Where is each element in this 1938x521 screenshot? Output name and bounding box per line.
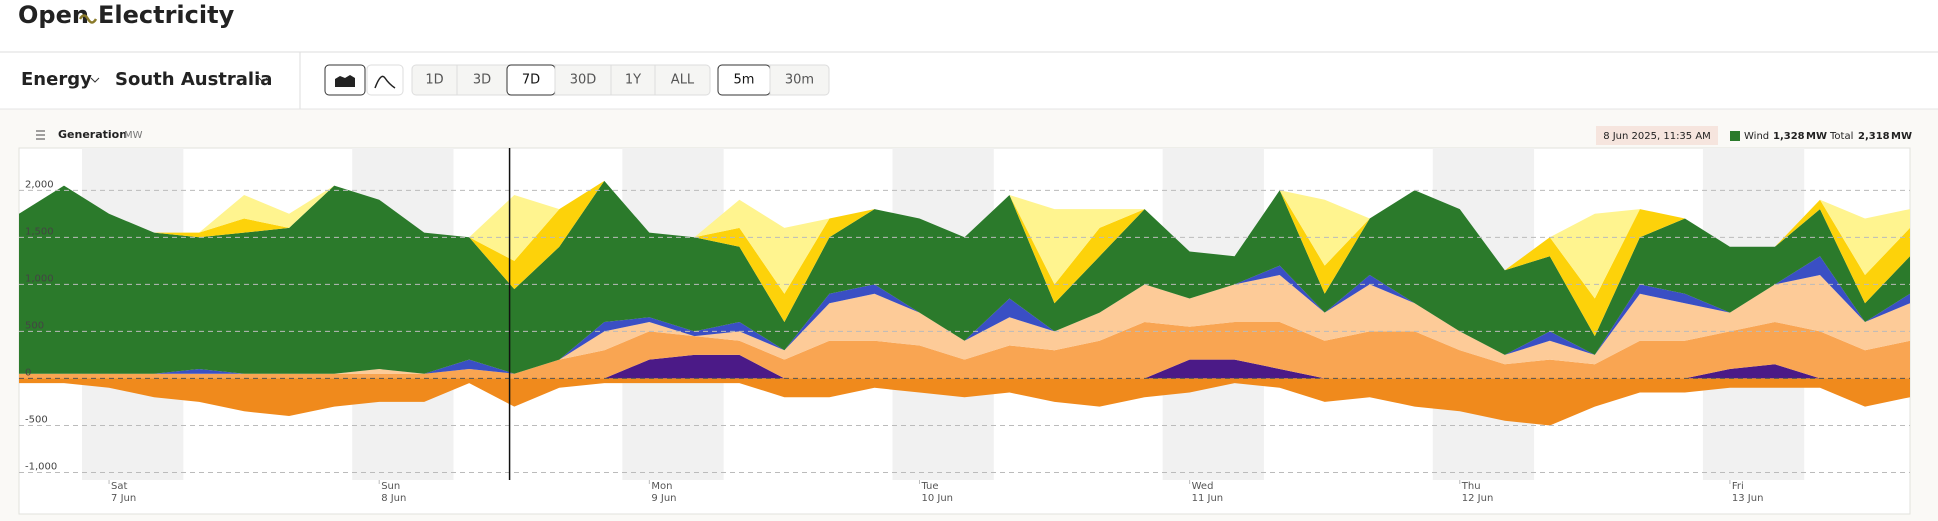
total-value: 2,318 [1858, 131, 1890, 142]
logo-electricity: Electricity [98, 1, 235, 29]
x-tick-date: 13 Jun [1732, 493, 1764, 504]
legend-swatch [1730, 131, 1740, 141]
y-tick-label: -500 [25, 414, 48, 425]
logo-open: Open [18, 1, 89, 29]
menu-icon [36, 130, 45, 140]
legend-value: 1,328 [1773, 131, 1805, 142]
x-tick-label: Tue [920, 481, 938, 492]
toolbar-button[interactable]: ALL [671, 73, 695, 88]
toolbar-button[interactable]: 30m [785, 73, 814, 88]
x-tick-label: Fri [1732, 481, 1744, 492]
line-icon [374, 75, 396, 89]
y-tick-label: 0 [25, 367, 31, 378]
y-tick-label: -1,000 [25, 461, 57, 472]
chart-unit: MW [124, 130, 143, 141]
toolbar-button[interactable]: 30D [570, 73, 597, 88]
logo-wave [78, 14, 98, 24]
x-tick-date: 12 Jun [1462, 493, 1494, 504]
x-tick-date: 7 Jun [111, 493, 136, 504]
button-group [411, 64, 711, 96]
x-tick-label: Sun [381, 481, 400, 492]
toolbar-button[interactable]: 5m [734, 73, 755, 88]
y-tick-label: 500 [25, 320, 44, 331]
y-tick-label: 1,000 [25, 273, 54, 284]
total-name: Total [1829, 131, 1853, 142]
chevron [90, 77, 100, 83]
toolbar-button[interactable]: 1D [425, 73, 443, 88]
region-select[interactable]: South Australia [115, 69, 272, 90]
chart-title: Generation [58, 128, 127, 141]
x-tick-label: Thu [1461, 481, 1481, 492]
legend-name: Wind [1744, 131, 1769, 142]
chevron [258, 77, 268, 83]
area-series [19, 322, 1910, 379]
x-tick-label: Mon [651, 481, 672, 492]
x-tick-date: 9 Jun [651, 493, 676, 504]
y-tick-label: 1,500 [25, 226, 54, 237]
toolbar-button[interactable]: 7D [522, 73, 540, 88]
tooltip-time-bg [1596, 126, 1718, 145]
toolbar-button[interactable]: 1Y [625, 73, 641, 88]
area-series [19, 275, 1910, 374]
legend-unit: MW [1806, 131, 1827, 142]
total-unit: MW [1891, 131, 1912, 142]
y-tick-label: 2,000 [25, 179, 54, 190]
area-icon [335, 75, 355, 87]
area-series [19, 180, 1910, 374]
x-tick-date: 10 Jun [921, 493, 953, 504]
x-tick-date: 11 Jun [1192, 493, 1224, 504]
toolbar-button[interactable]: 3D [473, 73, 491, 88]
area-series [19, 180, 1910, 337]
x-tick-date: 8 Jun [381, 493, 406, 504]
line-view-button[interactable] [366, 64, 404, 96]
x-tick-label: Sat [111, 481, 127, 492]
metric-select[interactable]: Energy [21, 69, 92, 90]
area-series [19, 378, 1910, 426]
x-tick-label: Wed [1192, 481, 1214, 492]
tooltip-time: 8 Jun 2025, 11:35 AM [1603, 131, 1711, 142]
area-series [19, 354, 1910, 379]
